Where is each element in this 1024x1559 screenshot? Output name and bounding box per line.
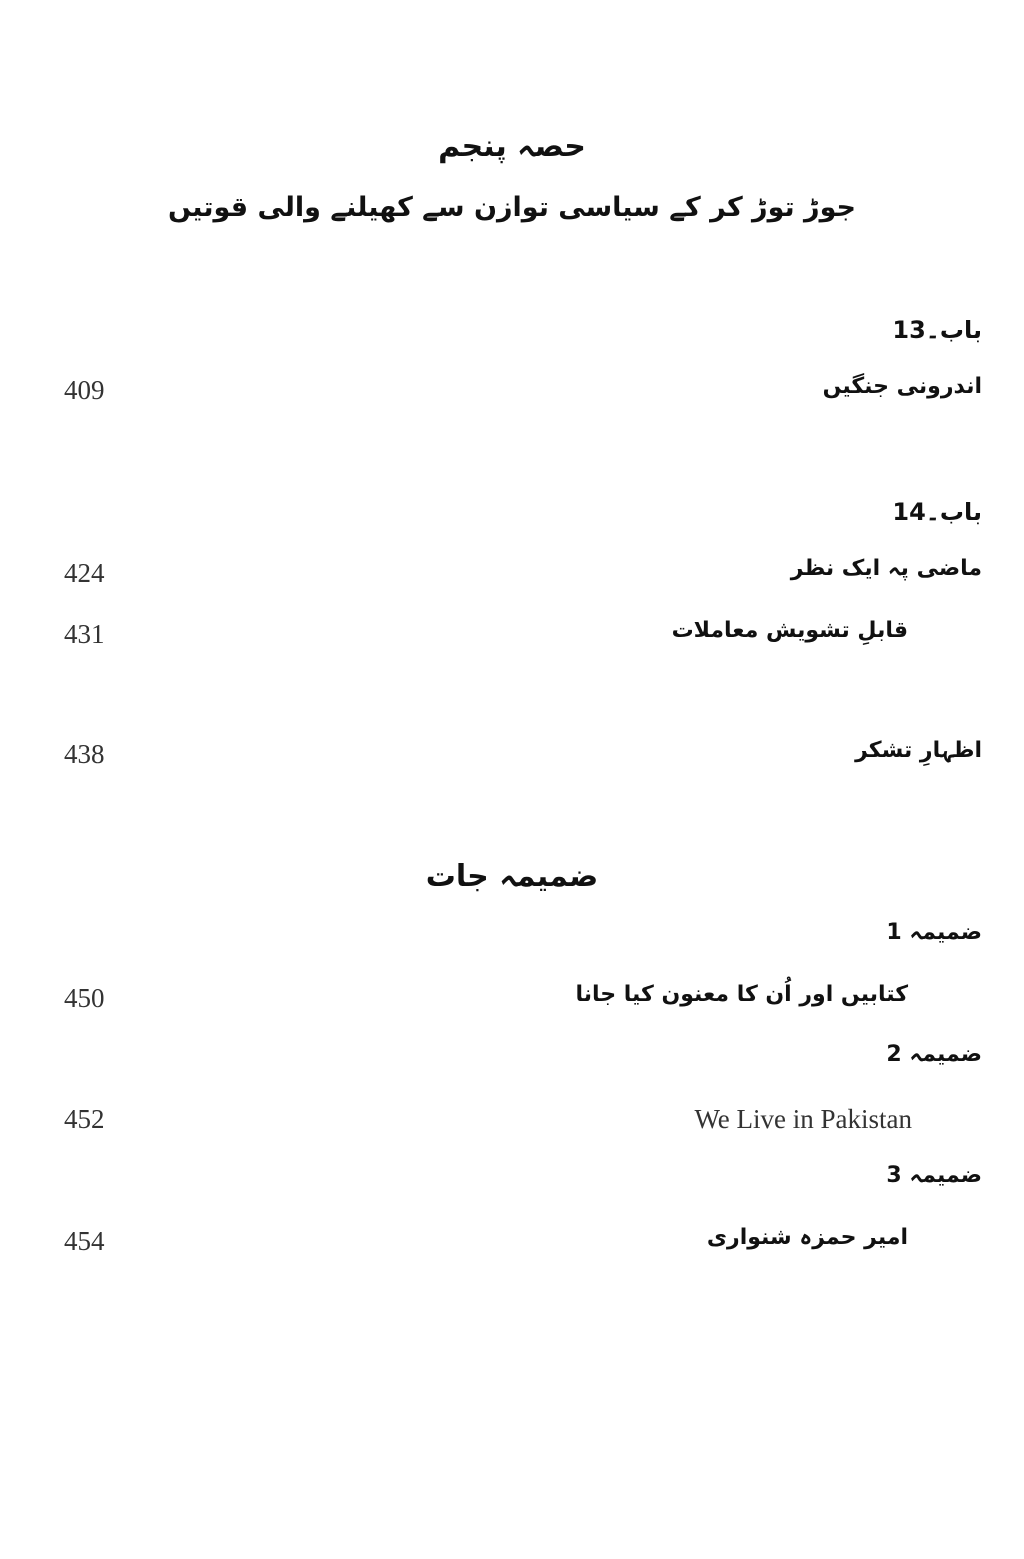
toc-entry-page[interactable]: 452	[64, 1104, 105, 1134]
toc-entry-page[interactable]: 454	[64, 1226, 105, 1256]
toc-entry-title[interactable]: ماضی پہ ایک نظر	[790, 556, 982, 581]
chapter-14-heading: باب۔14	[892, 498, 982, 526]
appendix-1-heading: ضمیمہ 1	[886, 920, 982, 945]
chapter-13-heading: باب۔13	[892, 316, 982, 344]
toc-entry-page[interactable]: 431	[64, 619, 105, 649]
toc-entry-title[interactable]: امیر حمزہ شنواری	[706, 1225, 908, 1250]
toc-entry-title[interactable]: We Live in Pakistan	[694, 1104, 912, 1134]
part-title: جوڑ توڑ کر کے سیاسی توازن سے کھیلنے والی…	[168, 192, 856, 223]
toc-entry-title[interactable]: اظہارِ تشکر	[855, 738, 982, 763]
toc-entry-title[interactable]: اندرونی جنگیں	[822, 374, 982, 399]
toc-entry-page[interactable]: 424	[64, 558, 105, 588]
toc-entry-page[interactable]: 438	[64, 739, 105, 769]
toc-entry-page[interactable]: 409	[64, 375, 105, 405]
appendix-2-heading: ضمیمہ 2	[886, 1042, 982, 1067]
appendices-title: ضمیمہ جات	[425, 859, 599, 894]
toc-entry-title[interactable]: کتابیں اور اُن کا معنون کیا جانا	[575, 982, 908, 1007]
appendix-3-heading: ضمیمہ 3	[886, 1163, 982, 1188]
toc-entry-title[interactable]: قابلِ تشویش معاملات	[671, 618, 908, 643]
part-label: حصہ پنجم	[438, 129, 586, 164]
toc-entry-page[interactable]: 450	[64, 983, 105, 1013]
